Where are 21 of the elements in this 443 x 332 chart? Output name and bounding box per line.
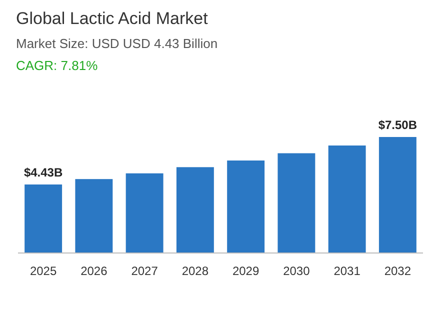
- bar: [378, 137, 416, 253]
- x-tick-label: 2027: [131, 264, 158, 278]
- x-tick-label: 2026: [80, 264, 108, 278]
- data-label: $7.50B: [378, 118, 418, 132]
- x-tick-label: 2028: [182, 264, 209, 278]
- text: CAGR: 7.81%: [16, 58, 98, 73]
- chart-title: Global Lactic Acid Market: [16, 9, 208, 28]
- chart-subtitle: Market Size: USD USD 4.43 Billion: [16, 36, 218, 51]
- bar: [176, 167, 214, 253]
- bar: [227, 160, 265, 253]
- bar: [126, 173, 164, 253]
- bar: [75, 179, 113, 253]
- bar: [24, 184, 62, 253]
- bar: [328, 146, 366, 253]
- x-tick-label: 2029: [232, 264, 260, 278]
- x-tick-label: 2032: [384, 264, 412, 278]
- x-tick-label: 2031: [334, 264, 361, 278]
- bar: [278, 153, 316, 253]
- x-tick-label: 2030: [283, 264, 310, 278]
- x-tick-label: 2025: [30, 264, 57, 278]
- data-label: $4.43B: [24, 165, 63, 180]
